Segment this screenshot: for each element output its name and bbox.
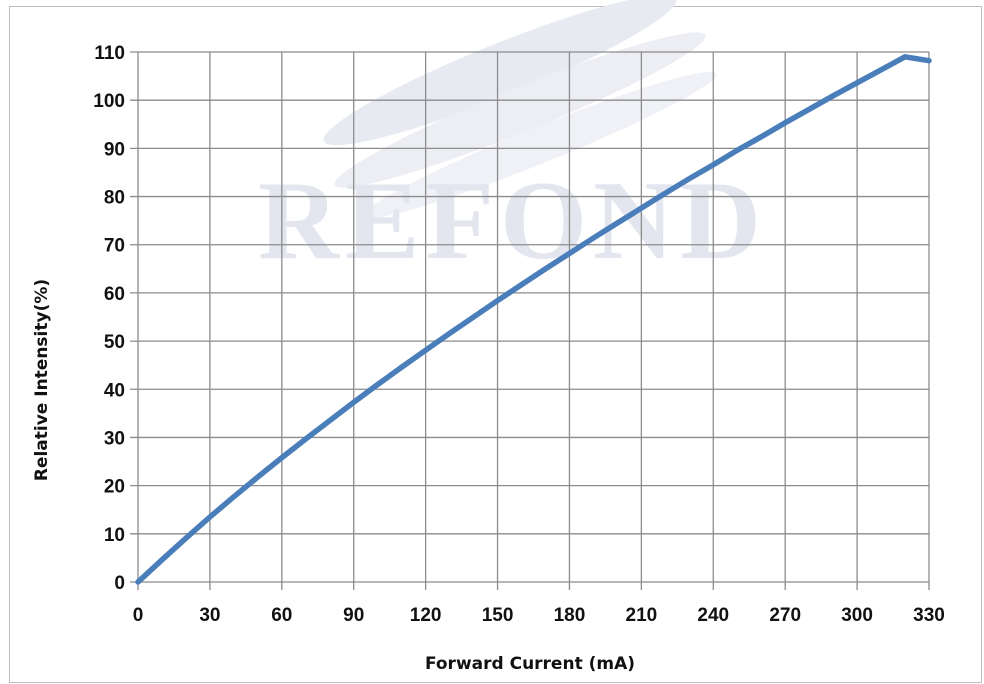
- grid: [130, 51, 930, 590]
- x-tick-label: 30: [199, 605, 220, 626]
- y-tick-label: 100: [93, 91, 125, 112]
- x-tick-label: 300: [841, 605, 873, 626]
- x-tick-label: 210: [626, 605, 658, 626]
- y-tick-label: 70: [104, 236, 125, 257]
- x-tick-label: 90: [343, 605, 364, 626]
- y-tick-label: 40: [104, 380, 125, 401]
- series-line: [135, 54, 932, 585]
- y-tick-label: 60: [104, 284, 125, 305]
- x-tick-labels: 0 30 60 90 120 150 180 210 240 270 300 330: [133, 605, 945, 626]
- series-layer: [135, 54, 932, 585]
- x-axis-title: Forward Current (mA): [425, 654, 635, 674]
- x-tick-label: 270: [769, 605, 801, 626]
- chart-frame: [9, 6, 982, 683]
- x-tick-label: 330: [913, 605, 945, 626]
- y-tick-label: 20: [104, 477, 125, 498]
- y-tick-label: 30: [104, 428, 125, 449]
- y-tick-labels: 0 10 20 30 40 50 60 70 80 90 100 110: [93, 43, 125, 594]
- y-tick-label: 10: [104, 525, 125, 546]
- y-tick-label: 90: [104, 139, 125, 160]
- x-tick-label: 0: [133, 605, 144, 626]
- x-tick-label: 150: [482, 605, 514, 626]
- y-axis-title: Relative Intensity(%): [32, 279, 52, 481]
- watermark-logo: REFOND: [258, 0, 767, 283]
- x-tick-label: 240: [697, 605, 729, 626]
- y-tick-label: 110: [94, 43, 125, 64]
- x-tick-label: 180: [554, 605, 586, 626]
- watermark-text: REFOND: [258, 159, 767, 283]
- x-tick-label: 120: [410, 605, 442, 626]
- y-tick-label: 0: [114, 573, 125, 594]
- x-tick-label: 60: [271, 605, 292, 626]
- y-tick-label: 80: [104, 188, 125, 209]
- y-tick-label: 50: [104, 332, 125, 353]
